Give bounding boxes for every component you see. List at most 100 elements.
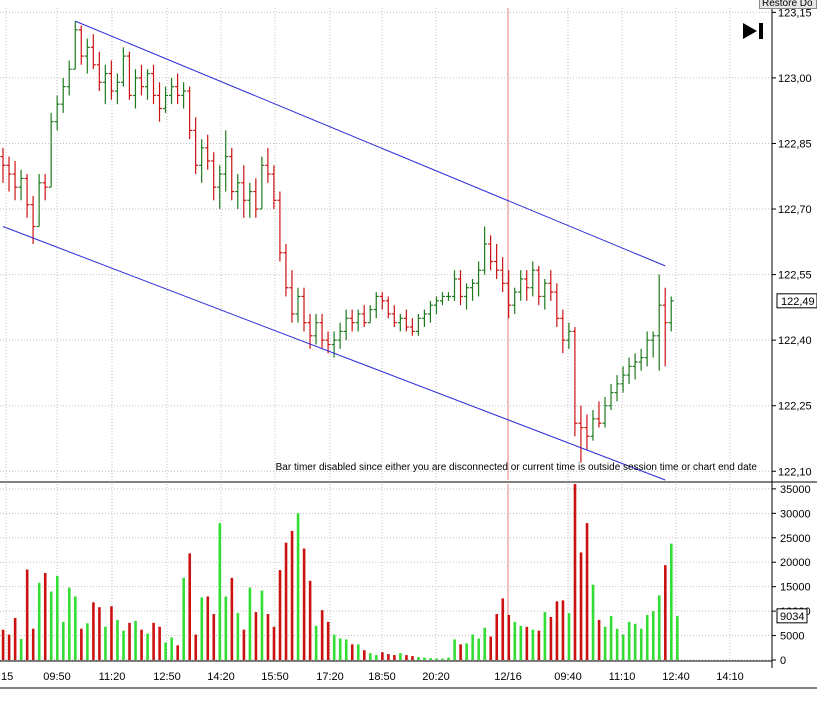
time-tick-label: 14:10: [716, 671, 744, 683]
volume-bar: [537, 630, 541, 660]
volume-bar: [567, 613, 571, 660]
last-price-label: 122,49: [781, 296, 815, 308]
ohlc-bar: [482, 226, 488, 275]
volume-bar: [645, 615, 649, 660]
ohlc-bar: [494, 244, 500, 279]
ohlc-bar: [554, 283, 560, 328]
ohlc-bar: [205, 134, 211, 170]
price-tick-label: 122,25: [778, 401, 812, 413]
ohlc-bar: [24, 174, 30, 218]
price-tick-label: 122,40: [778, 335, 812, 347]
ohlc-bar: [12, 160, 18, 201]
ohlc-bar: [253, 178, 259, 218]
volume-bar: [134, 620, 137, 660]
volume-bar: [597, 619, 601, 660]
ohlc-bar: [578, 405, 584, 463]
last-volume-box: [776, 608, 808, 624]
ohlc-bar: [656, 274, 662, 371]
volume-bar: [49, 591, 53, 660]
ohlc-bar: [470, 278, 476, 301]
time-tick-label: 09:40: [554, 671, 582, 683]
volume-bar: [170, 637, 173, 660]
time-tick-label: 12:50: [153, 671, 181, 683]
volume-bar: [507, 615, 511, 660]
time-tick-label: 12/16: [494, 671, 522, 683]
ohlc-bar: [289, 270, 295, 323]
ohlc-bar: [626, 357, 632, 384]
volume-bar: [86, 623, 89, 660]
ohlc-bar: [500, 257, 506, 293]
ohlc-bar: [373, 292, 379, 319]
time-tick-label: 14:20: [207, 671, 235, 683]
volume-bar: [615, 628, 619, 660]
ohlc-bar: [458, 270, 464, 306]
volume-bar: [429, 658, 432, 660]
ohlc-bar: [530, 261, 536, 297]
ohlc-bar: [566, 322, 572, 349]
volume-bar: [1, 629, 5, 660]
price-tick-label: 123,15: [778, 7, 812, 19]
volume-bar: [68, 587, 71, 660]
volume-bar: [501, 598, 505, 660]
volume-bar: [302, 548, 306, 660]
volume-bar: [399, 653, 402, 660]
volume-bar: [266, 614, 270, 660]
time-tick-label: 18:50: [368, 671, 396, 683]
volume-grid: [0, 484, 772, 661]
volume-bar: [43, 572, 47, 660]
ohlc-bar: [66, 60, 72, 96]
ohlc-bar: [199, 139, 205, 183]
volume-bar: [621, 634, 625, 660]
ohlc-bar: [48, 112, 54, 188]
volume-bar: [260, 590, 264, 660]
ohlc-bar: [662, 287, 668, 367]
ohlc-bar: [307, 313, 313, 349]
volume-bar: [639, 628, 643, 660]
volume-bar: [543, 612, 547, 660]
volume-bar: [579, 552, 583, 660]
volume-bar: [296, 513, 300, 660]
ohlc-bar: [476, 261, 482, 297]
price-tick-label: 123,00: [778, 73, 812, 85]
ohlc-bar: [151, 64, 156, 105]
volume-bar: [465, 643, 468, 660]
volume-tick-label: 5000: [780, 631, 804, 643]
volume-bar: [489, 636, 493, 660]
ohlc-bar: [271, 165, 277, 210]
volume-bar: [146, 633, 149, 660]
volume-axis-labels: 35000300002500020000150001000050000: [772, 484, 811, 667]
ohlc-bar: [132, 69, 138, 109]
ohlc-bar: [6, 156, 12, 192]
volume-bar: [387, 654, 390, 660]
volume-bar: [651, 611, 655, 660]
volume-bar: [561, 600, 565, 660]
volume-bars: [1, 484, 679, 660]
volume-bar: [633, 623, 637, 660]
volume-bar: [344, 639, 348, 660]
axes: [0, 0, 817, 689]
restore-down-button[interactable]: Restore Do: [759, 0, 817, 9]
ohlc-bar: [163, 86, 169, 113]
price-axis-labels: 123,15 123,00 122,85 122,70 122,55 122,40 122,…: [772, 7, 812, 478]
volume-bar: [242, 629, 246, 660]
trend-channel: [2, 20, 666, 481]
ohlc-bar: [433, 296, 439, 314]
ohlc-bar: [229, 147, 235, 201]
volume-tick-label: 15000: [780, 582, 811, 594]
volume-bar: [194, 634, 198, 660]
ohlc-bar: [427, 300, 433, 323]
skip-to-end-icon[interactable]: [740, 20, 766, 42]
ohlc-bar: [144, 69, 150, 100]
ohlc-bar: [403, 309, 409, 332]
ohlc-bar: [157, 82, 163, 122]
volume-bar: [531, 629, 535, 660]
volume-tick-label: 0: [780, 655, 786, 667]
volume-bar: [206, 596, 210, 660]
ohlc-bar: [36, 174, 42, 228]
volume-bar: [176, 645, 179, 660]
volume-bar: [326, 621, 330, 660]
last-volume-badge: 9034: [776, 608, 808, 624]
ohlc-bar: [488, 235, 494, 271]
volume-bar: [477, 638, 480, 660]
ohlc-bar: [0, 147, 6, 183]
